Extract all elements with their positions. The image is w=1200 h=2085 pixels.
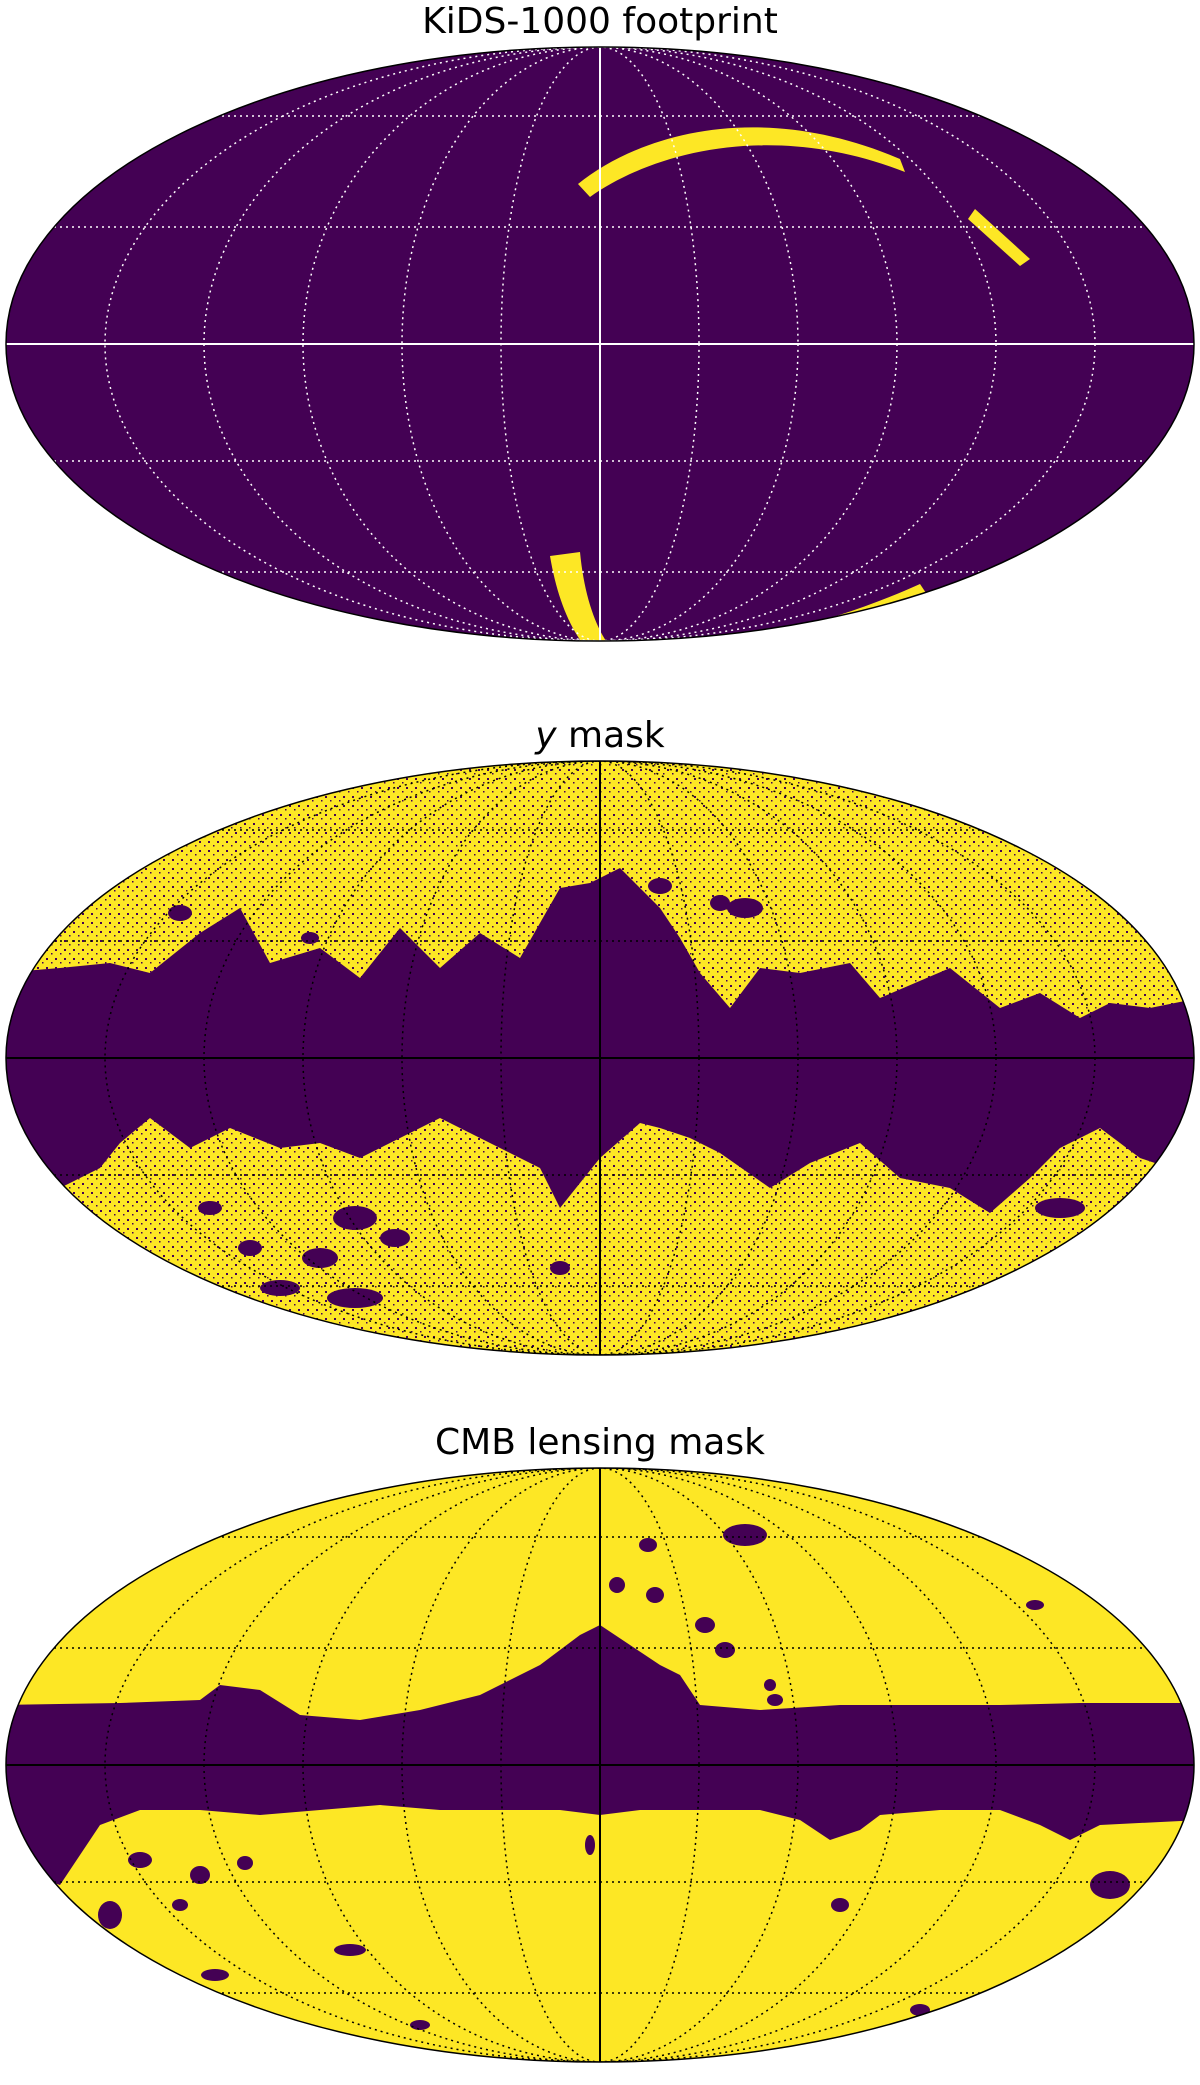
cmb-panel: CMB lensing mask [0,1400,1200,2081]
kids-outline [5,46,1195,642]
ymask-panel-title: y mask [0,716,1200,756]
cmb-axes [6,1468,1194,2062]
ymask-map [5,760,1195,1356]
cmb-point-source-holes [98,1524,1130,2030]
kids-north-stripe [578,127,905,197]
kids-north-small-stripe [968,209,1030,266]
ymask-axes [6,761,1194,1355]
kids-axes [6,47,1194,641]
ymask-title-symbol: y [535,715,557,756]
kids-panel-title: KiDS-1000 footprint [422,1,778,42]
ymask-title-text: mask [556,715,665,756]
kids-footprint-map [5,46,1195,642]
cmb-lensing-map [5,1467,1195,2063]
ymask-panel: y mask [0,700,1200,1400]
cmb-outline [5,1467,1195,2063]
cmb-panel-title: CMB lensing mask [435,1422,765,1463]
kids-panel: KiDS-1000 footprint [0,0,1200,700]
kids-south-stripe-vertical [550,552,620,641]
ymask-outline [5,760,1195,1356]
